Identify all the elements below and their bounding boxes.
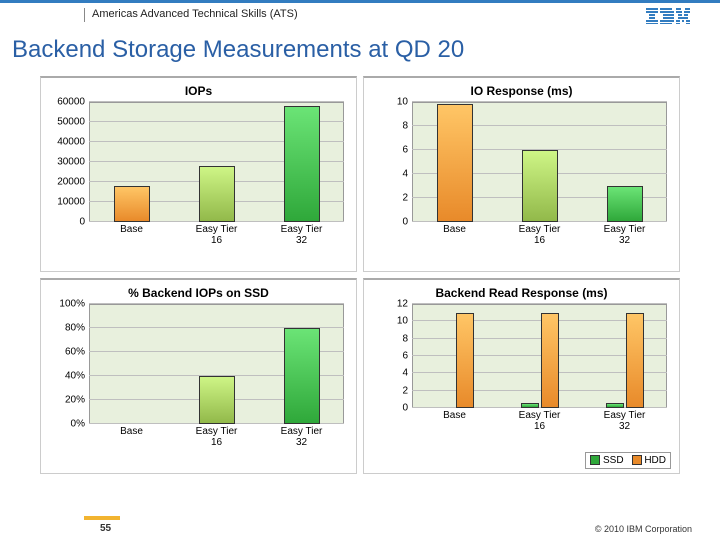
y-tick-label: 60000 [57, 97, 85, 108]
bar-group [412, 304, 497, 408]
y-tick-label: 8 [402, 121, 408, 132]
legend: SSD HDD [585, 452, 671, 469]
bar [626, 313, 644, 408]
y-tick-label: 0 [79, 217, 85, 228]
x-tick-label: Easy Tier32 [259, 424, 344, 448]
y-tick-label: 10 [397, 97, 408, 108]
chart-title: IO Response (ms) [364, 84, 679, 98]
x-axis-labels: BaseEasy Tier16Easy Tier32 [89, 424, 344, 448]
plot-area: 0246810 [412, 102, 667, 222]
y-tick-label: 12 [397, 299, 408, 310]
x-axis-labels: BaseEasy Tier16Easy Tier32 [89, 222, 344, 246]
legend-swatch [632, 455, 642, 465]
bar-group [259, 304, 344, 424]
plot-area: 0100002000030000400005000060000 [89, 102, 344, 222]
bar-group [582, 102, 667, 222]
y-tick-label: 8 [402, 333, 408, 344]
slide-title: Backend Storage Measurements at QD 20 [12, 36, 464, 64]
chart-pct-backend-iops: % Backend IOPs on SSD0%20%40%60%80%100%B… [40, 278, 357, 474]
x-tick-label: Base [412, 408, 497, 432]
header: Americas Advanced Technical Skills (ATS) [0, 3, 720, 25]
chart-title: IOPs [41, 84, 356, 98]
x-axis-labels: BaseEasy Tier16Easy Tier32 [412, 222, 667, 246]
y-tick-label: 40000 [57, 137, 85, 148]
y-tick-label: 100% [59, 299, 85, 310]
chart-title: % Backend IOPs on SSD [41, 286, 356, 300]
y-tick-label: 6 [402, 145, 408, 156]
x-tick-label: Easy Tier16 [497, 222, 582, 246]
bar-group [174, 304, 259, 424]
y-tick-label: 10 [397, 316, 408, 327]
bar [199, 376, 235, 424]
footer: 55 © 2010 IBM Corporation [0, 516, 720, 536]
copyright: © 2010 IBM Corporation [595, 524, 692, 534]
y-tick-label: 0% [71, 419, 85, 430]
x-tick-label: Easy Tier16 [174, 424, 259, 448]
bar [114, 186, 150, 222]
bar [522, 150, 558, 222]
y-tick-label: 50000 [57, 117, 85, 128]
chart-title: Backend Read Response (ms) [364, 286, 679, 300]
bar-group [259, 102, 344, 222]
x-tick-label: Easy Tier32 [582, 408, 667, 432]
y-tick-label: 4 [402, 368, 408, 379]
bar [541, 313, 559, 408]
ibm-logo [646, 8, 690, 29]
bar-group [497, 102, 582, 222]
bar [437, 104, 473, 222]
bar [284, 106, 320, 222]
bar [284, 328, 320, 424]
x-tick-label: Base [89, 222, 174, 246]
charts-grid: IOPs0100002000030000400005000060000BaseE… [40, 76, 680, 474]
bar-group [412, 102, 497, 222]
bar [521, 403, 539, 408]
y-tick-label: 80% [65, 323, 85, 334]
y-tick-label: 6 [402, 351, 408, 362]
x-tick-label: Base [89, 424, 174, 448]
y-tick-label: 30000 [57, 157, 85, 168]
legend-item: SSD [590, 455, 623, 466]
y-tick-label: 40% [65, 371, 85, 382]
x-tick-label: Easy Tier32 [582, 222, 667, 246]
y-tick-label: 10000 [57, 197, 85, 208]
bar [199, 166, 235, 222]
legend-swatch [590, 455, 600, 465]
bar-group [497, 304, 582, 408]
plot-area: 024681012 [412, 304, 667, 408]
y-tick-label: 4 [402, 169, 408, 180]
x-tick-label: Easy Tier16 [174, 222, 259, 246]
x-tick-label: Base [412, 222, 497, 246]
chart-iops: IOPs0100002000030000400005000060000BaseE… [40, 76, 357, 272]
bar [607, 186, 643, 222]
y-tick-label: 0 [402, 217, 408, 228]
x-tick-label: Easy Tier16 [497, 408, 582, 432]
y-tick-label: 0 [402, 403, 408, 414]
legend-item: HDD [632, 455, 666, 466]
bar-group [582, 304, 667, 408]
y-tick-label: 20000 [57, 177, 85, 188]
bar [456, 313, 474, 408]
chart-io-response: IO Response (ms)0246810BaseEasy Tier16Ea… [363, 76, 680, 272]
x-tick-label: Easy Tier32 [259, 222, 344, 246]
bar [606, 403, 624, 408]
y-tick-label: 20% [65, 395, 85, 406]
y-tick-label: 2 [402, 193, 408, 204]
header-divider [84, 8, 85, 22]
page-number: 55 [100, 523, 111, 534]
bar-group [89, 304, 174, 424]
plot-area: 0%20%40%60%80%100% [89, 304, 344, 424]
y-tick-label: 2 [402, 385, 408, 396]
y-tick-label: 60% [65, 347, 85, 358]
header-org: Americas Advanced Technical Skills (ATS) [92, 8, 298, 20]
chart-backend-read-response: Backend Read Response (ms)024681012BaseE… [363, 278, 680, 474]
bar-group [89, 102, 174, 222]
footer-accent [84, 516, 120, 520]
bar-group [174, 102, 259, 222]
x-axis-labels: BaseEasy Tier16Easy Tier32 [412, 408, 667, 432]
